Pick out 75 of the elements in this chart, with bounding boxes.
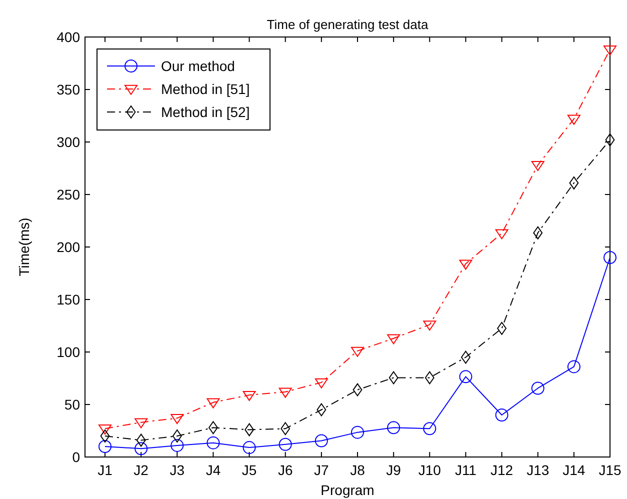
point (495, 408, 508, 422)
point (172, 430, 182, 442)
point (495, 229, 508, 240)
point (134, 442, 148, 456)
point (531, 161, 544, 171)
chart-title: Time of generating test data (266, 17, 429, 32)
x-axis-title: Program (320, 482, 374, 498)
y-tick-label: 350 (56, 81, 80, 98)
point (604, 46, 616, 56)
x-tick-label: J8 (350, 462, 366, 478)
y-tick-label: 300 (56, 134, 80, 150)
point (208, 421, 218, 434)
point (424, 371, 434, 384)
y-tick-label: 200 (56, 238, 80, 255)
x-tick-label: J11 (454, 462, 477, 478)
point (170, 414, 184, 424)
point (280, 422, 290, 436)
point (136, 434, 146, 447)
point (461, 350, 470, 364)
point (351, 426, 364, 439)
x-tick-label: J10 (418, 462, 442, 478)
x-tick-label: J5 (242, 462, 257, 478)
point (314, 434, 328, 448)
point (567, 360, 580, 374)
point (387, 334, 400, 344)
x-tick-label: J9 (386, 462, 402, 478)
point (567, 114, 580, 125)
point (206, 436, 220, 450)
point (314, 378, 328, 388)
point (278, 388, 292, 398)
point (134, 418, 148, 428)
point (98, 440, 112, 453)
x-tick-label: J13 (526, 462, 550, 478)
x-tick-label: J15 (598, 462, 622, 478)
point (569, 176, 579, 190)
point (278, 438, 292, 451)
legend-label: Our method (161, 58, 235, 74)
point (459, 370, 472, 384)
x-tick-label: J14 (562, 462, 586, 478)
y-tick-label: 150 (56, 291, 80, 308)
point (605, 133, 615, 146)
point (351, 346, 364, 357)
point (316, 403, 326, 416)
point (100, 430, 110, 442)
point (242, 390, 256, 401)
x-tick-label: J3 (170, 462, 185, 478)
x-tick-label: J7 (314, 462, 330, 478)
x-tick-label: J2 (134, 462, 149, 478)
point (423, 320, 436, 331)
point (387, 421, 400, 434)
point (604, 251, 616, 264)
legend-label: Method in [52] (161, 104, 250, 120)
point (459, 260, 472, 270)
legend-label: Method in [51] (161, 80, 250, 97)
y-axis-title: Time(ms) (16, 218, 32, 276)
point (170, 438, 184, 452)
point (242, 441, 256, 454)
point (423, 422, 436, 436)
y-tick-label: 250 (56, 186, 80, 202)
point (388, 371, 398, 384)
x-tick-label: J6 (278, 462, 293, 478)
point (206, 398, 220, 408)
y-tick-label: 50 (64, 396, 80, 412)
x-tick-label: J1 (98, 462, 113, 478)
point (352, 383, 362, 396)
x-tick-label: J12 (490, 462, 514, 478)
point (244, 423, 254, 436)
y-tick-label: 100 (56, 344, 80, 360)
x-tick-label: J4 (206, 462, 221, 478)
point (531, 382, 544, 395)
y-tick-label: 0 (72, 448, 80, 465)
point (497, 322, 506, 335)
point (533, 226, 543, 240)
y-tick-label: 400 (56, 28, 80, 45)
point (98, 424, 112, 435)
